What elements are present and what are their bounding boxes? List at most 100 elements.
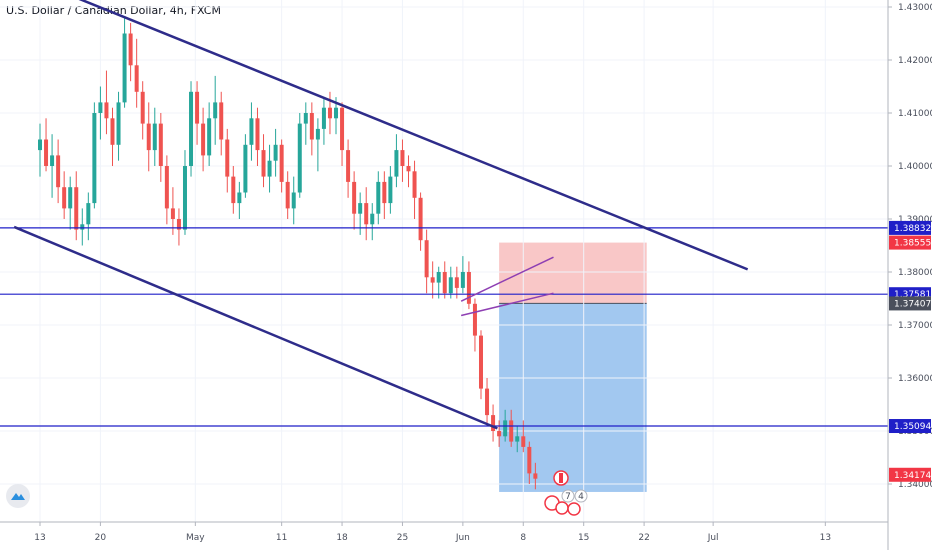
candle bbox=[261, 150, 266, 177]
candle bbox=[176, 219, 181, 230]
y-tick-label: 1.41000 bbox=[898, 109, 932, 119]
candle bbox=[454, 277, 459, 288]
candle bbox=[237, 192, 242, 204]
x-tick-label: Jul bbox=[707, 533, 719, 543]
event-count-badge bbox=[574, 489, 588, 503]
y-tick-label: 1.38000 bbox=[898, 268, 932, 278]
candle bbox=[56, 155, 61, 188]
candle bbox=[213, 102, 218, 119]
candle bbox=[128, 33, 133, 66]
position-zones bbox=[499, 242, 647, 492]
price-label-value: 1.38832 bbox=[894, 224, 931, 234]
y-tick-label: 1.39000 bbox=[898, 215, 932, 225]
price-label-value: 1.35094 bbox=[894, 422, 931, 432]
candle bbox=[472, 303, 477, 336]
candle bbox=[134, 65, 139, 92]
candles-group bbox=[38, 17, 538, 490]
candle bbox=[370, 213, 375, 225]
grid bbox=[0, 0, 888, 522]
candle bbox=[346, 150, 351, 182]
candle bbox=[515, 436, 520, 442]
us-flag-icon bbox=[555, 501, 569, 515]
candle bbox=[315, 128, 320, 140]
candle bbox=[231, 176, 236, 204]
candle bbox=[382, 181, 387, 204]
candle bbox=[170, 208, 175, 219]
canada-flag-mark bbox=[559, 473, 563, 483]
candle bbox=[285, 181, 290, 209]
candle bbox=[406, 166, 411, 172]
candle bbox=[44, 139, 49, 166]
price-label-badge bbox=[889, 296, 931, 311]
price-label-badge bbox=[889, 467, 931, 482]
candle bbox=[195, 91, 200, 124]
candle bbox=[442, 272, 447, 294]
candle bbox=[466, 272, 471, 304]
candle bbox=[388, 176, 393, 204]
x-tick-label: 15 bbox=[578, 533, 589, 543]
event-count-label: 7 bbox=[565, 492, 571, 502]
candle bbox=[74, 187, 79, 230]
x-tick-label: 13 bbox=[34, 533, 45, 543]
candle bbox=[509, 420, 514, 442]
candle bbox=[460, 272, 465, 288]
x-tick-label: 13 bbox=[820, 533, 831, 543]
tradingview-logo[interactable] bbox=[6, 484, 30, 508]
candle bbox=[430, 277, 435, 283]
candle bbox=[243, 144, 248, 193]
candle bbox=[491, 415, 496, 431]
candle bbox=[412, 171, 417, 198]
y-tick-label: 1.36000 bbox=[898, 374, 932, 384]
price-label-value: 1.37407 bbox=[894, 299, 931, 309]
candle bbox=[327, 107, 332, 119]
candle bbox=[80, 224, 85, 230]
candle bbox=[521, 436, 526, 447]
candle bbox=[140, 91, 145, 124]
candle bbox=[201, 123, 206, 156]
x-tick-label: 20 bbox=[95, 533, 107, 543]
candle bbox=[364, 203, 369, 225]
price-label-value: 1.38555 bbox=[894, 239, 931, 249]
y-tick-label: 1.40000 bbox=[898, 162, 932, 172]
candle bbox=[424, 240, 429, 278]
x-tick-label: 18 bbox=[336, 533, 348, 543]
candle bbox=[400, 150, 405, 166]
y-tick-label: 1.37000 bbox=[898, 321, 932, 331]
candle bbox=[352, 181, 357, 214]
drawing-lines bbox=[0, 0, 888, 430]
candle bbox=[219, 102, 224, 140]
candle bbox=[297, 123, 302, 193]
price-axis: 1.43000 1.42000 1.41000 1.40000 1.39000 1.380… bbox=[888, 3, 932, 490]
candle bbox=[497, 431, 502, 437]
candle bbox=[394, 150, 399, 177]
candle bbox=[485, 388, 490, 416]
candle bbox=[38, 139, 42, 151]
candle bbox=[249, 118, 254, 145]
candle bbox=[207, 118, 212, 156]
event-count-badge bbox=[561, 489, 575, 503]
candle bbox=[104, 102, 109, 119]
candle bbox=[436, 272, 441, 283]
pennant-lower bbox=[460, 292, 554, 317]
y-tick-label: 1.42000 bbox=[898, 56, 932, 66]
candle bbox=[309, 113, 314, 140]
candle bbox=[122, 33, 127, 103]
candle bbox=[273, 144, 278, 161]
candle bbox=[164, 166, 169, 209]
candle bbox=[334, 107, 339, 119]
trendline bbox=[13, 225, 498, 430]
candle bbox=[146, 123, 151, 151]
price-axis-bg bbox=[888, 0, 932, 550]
candle bbox=[340, 107, 345, 151]
candle bbox=[92, 113, 97, 204]
candle bbox=[358, 203, 363, 214]
pennant-upper bbox=[460, 256, 554, 302]
x-tick-label: 11 bbox=[276, 533, 287, 543]
x-tick-label: 25 bbox=[397, 533, 408, 543]
candle bbox=[110, 118, 115, 145]
event-count-label: 4 bbox=[578, 492, 584, 502]
candle bbox=[68, 187, 73, 209]
candle bbox=[267, 160, 272, 177]
